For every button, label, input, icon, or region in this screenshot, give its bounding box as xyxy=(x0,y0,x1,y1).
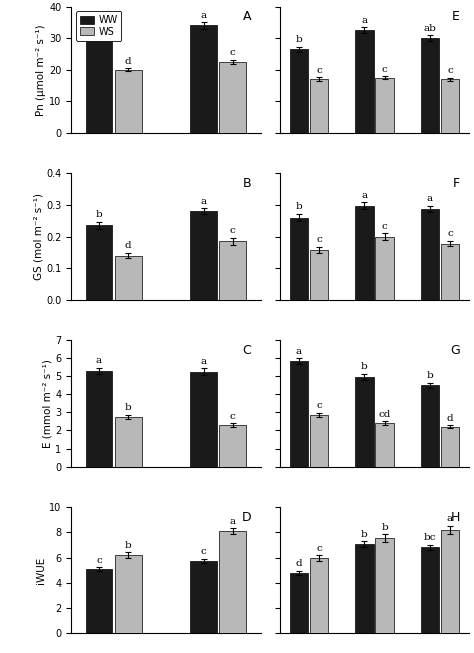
Text: a: a xyxy=(447,515,453,524)
Text: cd: cd xyxy=(378,410,391,419)
Text: a: a xyxy=(201,357,207,366)
Text: c: c xyxy=(201,547,207,556)
Text: c: c xyxy=(316,66,322,75)
Text: c: c xyxy=(230,412,236,421)
Text: c: c xyxy=(382,222,387,231)
Text: b: b xyxy=(96,210,102,219)
Text: b: b xyxy=(96,22,102,31)
Bar xyxy=(355,30,374,133)
Text: a: a xyxy=(201,11,207,20)
Text: H: H xyxy=(450,511,460,524)
Text: b: b xyxy=(427,371,433,380)
Text: B: B xyxy=(243,177,251,190)
Y-axis label: GS (mol m⁻² s⁻¹): GS (mol m⁻² s⁻¹) xyxy=(33,193,43,280)
Bar xyxy=(115,417,142,467)
Y-axis label: Pn (μmol m⁻² s⁻¹): Pn (μmol m⁻² s⁻¹) xyxy=(36,24,46,116)
Text: a: a xyxy=(96,356,102,365)
Bar xyxy=(190,212,217,300)
Text: a: a xyxy=(361,16,367,25)
Bar xyxy=(219,425,246,467)
Text: c: c xyxy=(447,229,453,238)
Bar xyxy=(441,427,459,467)
Bar xyxy=(355,545,374,633)
Text: ab: ab xyxy=(423,24,436,33)
Bar xyxy=(115,555,142,633)
Bar xyxy=(420,547,439,633)
Bar xyxy=(420,385,439,467)
Text: d: d xyxy=(125,242,132,251)
Bar xyxy=(420,38,439,133)
Text: c: c xyxy=(382,65,387,74)
Text: d: d xyxy=(125,57,132,65)
Text: a: a xyxy=(296,347,302,356)
Text: F: F xyxy=(453,177,460,190)
Bar xyxy=(290,217,308,300)
Bar xyxy=(420,209,439,300)
Text: b: b xyxy=(361,362,368,372)
Bar xyxy=(219,242,246,300)
Bar xyxy=(290,573,308,633)
Text: D: D xyxy=(242,511,251,524)
Bar xyxy=(290,49,308,133)
Bar xyxy=(375,236,394,300)
Bar xyxy=(86,225,112,300)
Text: c: c xyxy=(316,236,322,244)
Bar xyxy=(375,538,394,633)
Text: c: c xyxy=(447,66,453,75)
Text: b: b xyxy=(125,541,132,550)
Text: a: a xyxy=(361,191,367,200)
Text: c: c xyxy=(316,543,322,552)
Text: a: a xyxy=(230,517,236,526)
Bar xyxy=(310,558,328,633)
Text: b: b xyxy=(381,522,388,532)
Text: c: c xyxy=(316,402,322,411)
Bar xyxy=(190,561,217,633)
Y-axis label: iWUE: iWUE xyxy=(36,556,46,584)
Bar xyxy=(86,569,112,633)
Text: b: b xyxy=(296,202,302,212)
Bar xyxy=(375,78,394,133)
Bar xyxy=(310,250,328,300)
Bar xyxy=(86,37,112,133)
Text: d: d xyxy=(447,414,453,422)
Text: b: b xyxy=(296,35,302,44)
Y-axis label: E (mmol m⁻² s⁻¹): E (mmol m⁻² s⁻¹) xyxy=(42,359,52,448)
Bar xyxy=(290,361,308,467)
Bar xyxy=(375,423,394,467)
Bar xyxy=(219,531,246,633)
Bar xyxy=(190,25,217,133)
Bar xyxy=(115,255,142,300)
Text: C: C xyxy=(243,344,251,357)
Bar xyxy=(441,79,459,133)
Bar xyxy=(219,62,246,133)
Text: c: c xyxy=(230,48,236,57)
Bar xyxy=(310,415,328,467)
Text: b: b xyxy=(361,530,368,539)
Bar xyxy=(441,530,459,633)
Text: bc: bc xyxy=(424,534,436,543)
Text: a: a xyxy=(201,197,207,206)
Bar xyxy=(86,371,112,467)
Text: c: c xyxy=(96,556,102,565)
Text: G: G xyxy=(450,344,460,357)
Text: b: b xyxy=(125,404,132,412)
Text: c: c xyxy=(230,226,236,235)
Bar xyxy=(441,244,459,300)
Bar xyxy=(355,377,374,467)
Text: d: d xyxy=(296,560,302,568)
Text: E: E xyxy=(452,10,460,24)
Bar xyxy=(355,206,374,300)
Text: a: a xyxy=(427,194,433,203)
Legend: WW, WS: WW, WS xyxy=(76,11,121,40)
Bar xyxy=(190,372,217,467)
Bar xyxy=(115,70,142,133)
Text: A: A xyxy=(243,10,251,24)
Bar xyxy=(310,79,328,133)
